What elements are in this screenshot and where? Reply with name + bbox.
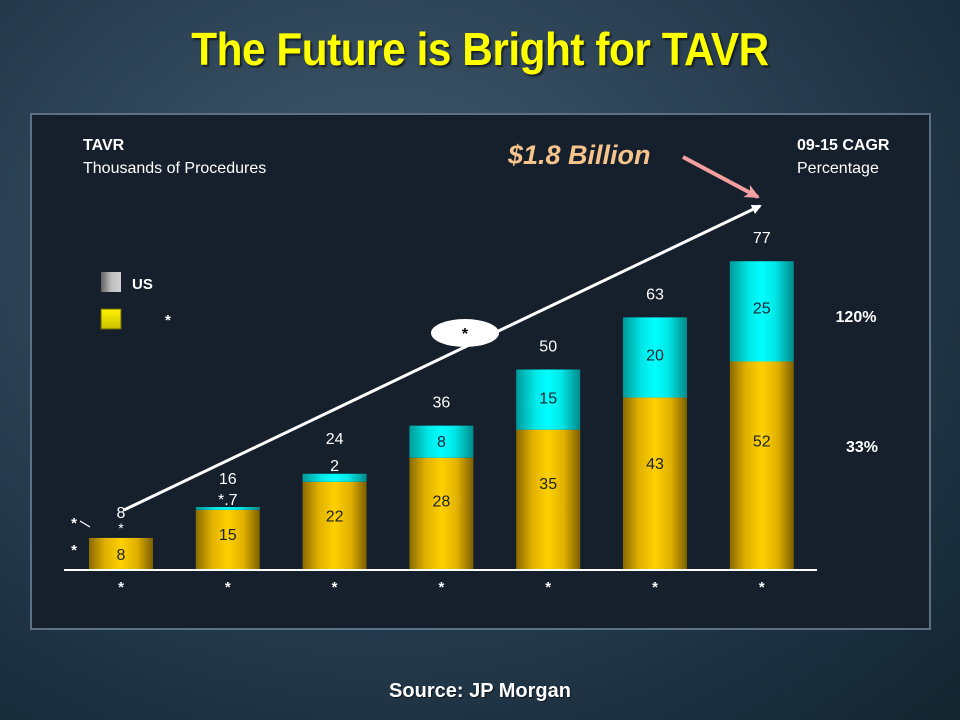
trend-arrow (123, 204, 762, 512)
bar-segment-us (409, 425, 474, 458)
bar-total-label: 24 (326, 431, 344, 448)
bar-segment-us (729, 261, 794, 362)
bar-segment-other (409, 457, 474, 570)
bar-total-label: 77 (753, 230, 771, 247)
bar-segment-us (623, 317, 687, 398)
side-label-upper: * (71, 515, 77, 532)
bar-label-us: 25 (753, 300, 771, 317)
bar-total-label: 36 (433, 395, 451, 412)
bar-total-label: 63 (646, 286, 664, 303)
bars-group: 8*8*15*.716*22224*28836*351550*432063*52… (89, 230, 794, 596)
bar-label-other: 43 (646, 456, 664, 473)
legend-label-us: US (132, 276, 153, 293)
bar-segment-us (302, 473, 367, 482)
x-tick-label: * (118, 579, 124, 596)
x-tick-label: * (545, 579, 551, 596)
cagr-value-other: 33% (846, 439, 878, 456)
callout-arrow (682, 155, 760, 199)
legend-label-other: * (165, 312, 171, 329)
bar-label-us: 15 (539, 391, 557, 408)
bar-segment-other (729, 361, 794, 570)
bar-segment-other (302, 481, 367, 570)
bar-label-us: * (118, 520, 124, 536)
trend-label: * (462, 326, 469, 343)
bar-label-other: 8 (117, 547, 126, 564)
bar-label-other: 28 (433, 493, 451, 510)
bar-total-label: 8 (117, 505, 126, 522)
cagr-subheading: Percentage (797, 160, 879, 177)
y-subheading: Thousands of Procedures (83, 160, 266, 177)
bar-label-us: 8 (437, 434, 446, 451)
bar-segment-other (516, 429, 581, 570)
legend-swatch-other (100, 308, 122, 330)
bar-label-other: 22 (326, 508, 344, 525)
x-tick-label: * (332, 579, 338, 596)
bar-segment-us (195, 507, 260, 510)
trend-label-bubble (431, 319, 499, 347)
side-label-leader (79, 520, 91, 528)
bar-label-other: 15 (219, 527, 237, 544)
side-label-lower: * (71, 542, 77, 559)
slide-title: The Future is Bright for TAVR (191, 23, 769, 75)
bar-label-us: 2 (330, 458, 339, 475)
cagr-heading: 09-15 CAGR (797, 137, 890, 154)
bar-label-other: 52 (753, 434, 771, 451)
bar-label-other: 35 (539, 476, 557, 493)
source-note: Source: JP Morgan (389, 680, 571, 702)
x-tick-label: * (438, 579, 444, 596)
cagr-value-us: 120% (836, 309, 877, 326)
bar-label-us: 20 (646, 347, 664, 364)
bar-total-label: 50 (539, 339, 557, 356)
y-heading: TAVR (83, 137, 125, 154)
callout-text: $1.8 Billion (507, 140, 651, 170)
bar-total-label: 16 (219, 471, 237, 488)
x-tick-label: * (225, 579, 231, 596)
bar-segment-other (623, 397, 687, 570)
bar-segment-other (89, 537, 153, 570)
bar-label-us: *.7 (218, 492, 238, 509)
x-tick-label: * (652, 579, 658, 596)
bar-segment-other (195, 509, 260, 570)
x-tick-label: * (759, 579, 765, 596)
bar-segment-us (516, 369, 581, 430)
legend-swatch-us (101, 272, 121, 292)
